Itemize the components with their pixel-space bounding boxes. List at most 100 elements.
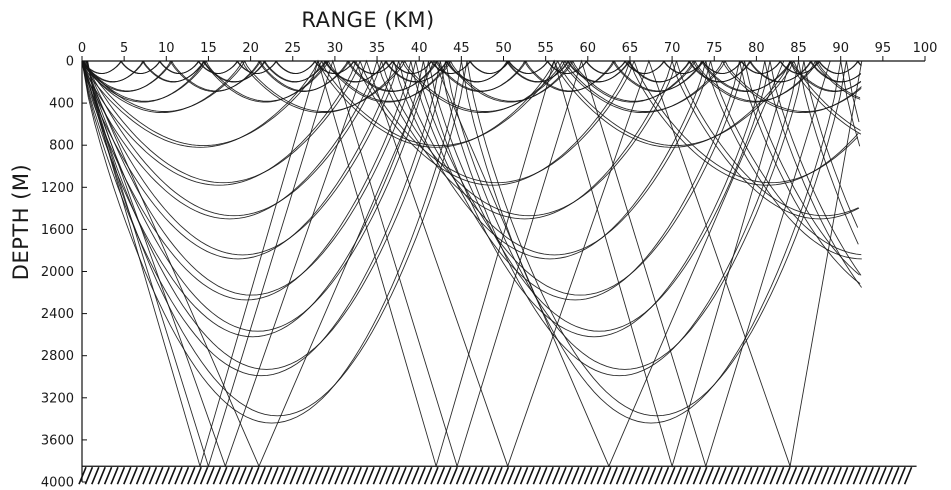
seafloor-hatch [558,466,567,485]
ray-path [85,60,861,147]
seafloor-hatch [257,466,266,485]
seafloor-hatch [513,466,522,485]
seafloor-hatch [871,466,881,485]
seafloor-hatch [711,466,721,485]
ray-path [81,60,861,301]
x-tick-label: 15 [200,41,217,56]
seafloor-hatch [187,466,196,485]
x-tick-label: 30 [327,41,344,56]
seafloor-hatch [443,466,452,485]
x-axis-ticks: 0 5 10 15 20 25 30 35 40 45 50 55 60 65 70 75 80 85 90 95 10… [78,41,937,61]
seafloor-hatch [270,466,279,485]
seafloor-hatch [667,466,676,485]
seafloor-hatch [174,466,183,485]
seafloor-hatch [199,466,209,485]
seafloor-hatch [481,466,490,485]
seafloor-hatch [366,466,375,485]
seafloor-hatch [884,466,894,485]
seafloor-hatch [289,466,298,485]
seafloor-hatch [404,466,414,485]
seafloor-hatch [596,466,606,485]
x-tick-label: 75 [706,41,723,56]
seafloor-hatch [833,466,842,485]
seafloor-hatch [91,466,100,485]
seafloor-hatch [641,466,650,485]
seafloor-hatch [571,466,580,485]
seafloor [78,465,917,485]
seafloor-hatch [545,466,554,485]
seafloor-hatch [737,466,746,485]
seafloor-hatch [564,466,574,485]
seafloor-hatch [731,466,740,485]
y-tick-label: 3600 [41,433,74,448]
seafloor-hatch [455,466,465,485]
seafloor-hatch [244,466,254,485]
y-tick-label: 3200 [41,391,74,406]
x-tick-label: 95 [875,41,892,56]
seafloor-hatch [135,466,145,485]
seafloor-hatch [276,466,286,485]
y-tick-label: 1200 [41,181,74,196]
seafloor-hatch [769,466,778,485]
seafloor-hatch [679,466,689,485]
seafloor-hatch [193,466,202,485]
x-tick-label: 0 [78,41,86,56]
x-tick-label: 80 [748,41,765,56]
seafloor-hatch [423,466,433,485]
ray-path [86,60,859,370]
x-tick-label: 5 [120,41,128,56]
seafloor-hatch [820,466,830,485]
y-tick-label: 2000 [41,265,74,280]
seafloor-hatch [763,466,772,485]
seafloor-hatch [449,466,458,485]
x-tick-label: 65 [622,41,639,56]
seafloor-hatch [180,466,190,485]
seafloor-hatch [295,466,305,485]
seafloor-hatch [148,466,158,485]
seafloor-hatch [526,466,535,485]
x-tick-label: 60 [580,41,597,56]
ray-path [87,60,860,417]
seafloor-hatch [238,466,247,485]
seafloor-hatch [212,466,222,485]
seafloor-hatch [123,466,132,485]
seafloor-hatch [283,466,292,485]
seafloor-hatch [903,466,913,485]
seafloor-hatch [475,466,484,485]
seafloor-hatch [583,466,593,485]
seafloor-hatch [718,466,727,485]
y-axis-ticks: 0 400 800 1200 1600 2000 2400 2800 3200 3600 4000 [41,55,87,490]
seafloor-hatch [161,466,170,485]
seafloor-hatch [487,466,497,485]
y-tick-label: 800 [49,139,74,154]
x-tick-label: 85 [790,41,807,56]
seafloor-hatch [782,466,791,485]
seafloor-hatch [705,466,714,485]
seafloor-hatch [500,466,510,485]
seafloor-hatch [494,466,503,485]
seafloor-hatch [385,466,394,485]
seafloor-hatch [321,466,330,485]
seafloor-hatch [206,466,215,485]
seafloor-hatch [897,466,906,485]
bottom-bounce-ray [81,59,785,468]
seafloor-hatch [673,466,682,485]
seafloor-hatch [603,466,612,485]
ray-path [85,60,859,217]
x-tick-label: 50 [495,41,512,56]
seafloor-hatch [347,466,356,485]
y-tick-label: 2800 [41,349,74,364]
seafloor-hatch [219,466,228,485]
seafloor-hatch [334,466,343,485]
x-tick-label: 70 [664,41,681,56]
seafloor-hatch [359,466,369,485]
ray-path [81,60,861,103]
seafloor-hatch [462,466,471,485]
seafloor-hatch [609,466,618,485]
seafloor-hatch [628,466,638,485]
seafloor-hatch [417,466,426,485]
seafloor-hatch [577,466,586,485]
seafloor-hatch [654,466,663,485]
x-tick-label: 45 [453,41,470,56]
seafloor-hatch [398,466,407,485]
